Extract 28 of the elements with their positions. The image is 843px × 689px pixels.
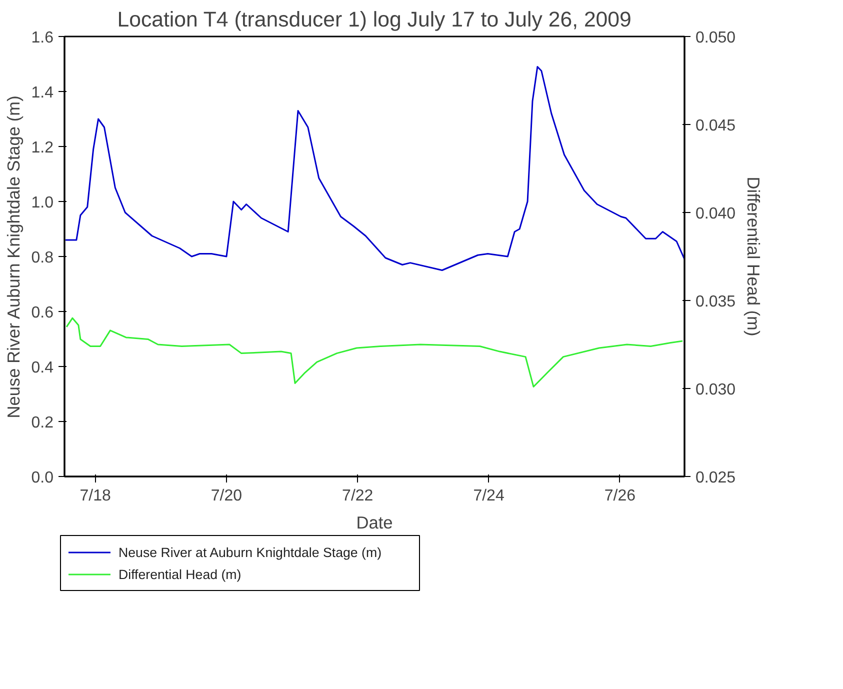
y2-axis-title: Differential Head (m) <box>744 176 764 336</box>
line-series <box>66 317 684 388</box>
y-tick-label: 1.2 <box>31 140 54 156</box>
x-tick-label: 7/20 <box>210 488 242 504</box>
y-tick-label: 1.0 <box>31 194 54 212</box>
y-tick-label: 1.6 <box>31 30 54 46</box>
chart-title: Location T4 (transducer 1) log July 17 to July 26, 2009 <box>117 8 632 32</box>
y2-tick-label: 0.035 <box>696 294 736 310</box>
x-axis-title: Date <box>356 512 393 532</box>
y-tick-label: 0.0 <box>31 470 54 486</box>
y2-tick-label: 0.040 <box>696 206 736 222</box>
legend-label: Differential Head (m) <box>118 567 242 582</box>
y-tick-label: 1.4 <box>31 84 54 102</box>
y2-tick-label: 0.025 <box>696 470 736 486</box>
y2-tick-label: 0.050 <box>696 30 736 46</box>
x-tick-label: 7/18 <box>80 488 111 504</box>
y2-tick-label: 0.045 <box>696 118 736 134</box>
y-tick-label: 0.2 <box>31 414 54 432</box>
x-tick-label: 7/22 <box>342 488 374 504</box>
y-tick-label: 0.4 <box>31 360 54 376</box>
line-series <box>64 66 684 271</box>
x-tick-label: 7/26 <box>604 488 636 504</box>
y-tick-label: 0.6 <box>31 304 54 322</box>
y-tick-label: 0.8 <box>31 250 54 266</box>
legend-label: Neuse River at Auburn Knightdale Stage (m) <box>118 545 382 560</box>
x-tick-label: 7/24 <box>473 488 504 504</box>
y2-tick-label: 0.030 <box>696 382 736 398</box>
y-axis-title: Neuse River Auburn Knightdale Stage (m) <box>3 96 24 418</box>
